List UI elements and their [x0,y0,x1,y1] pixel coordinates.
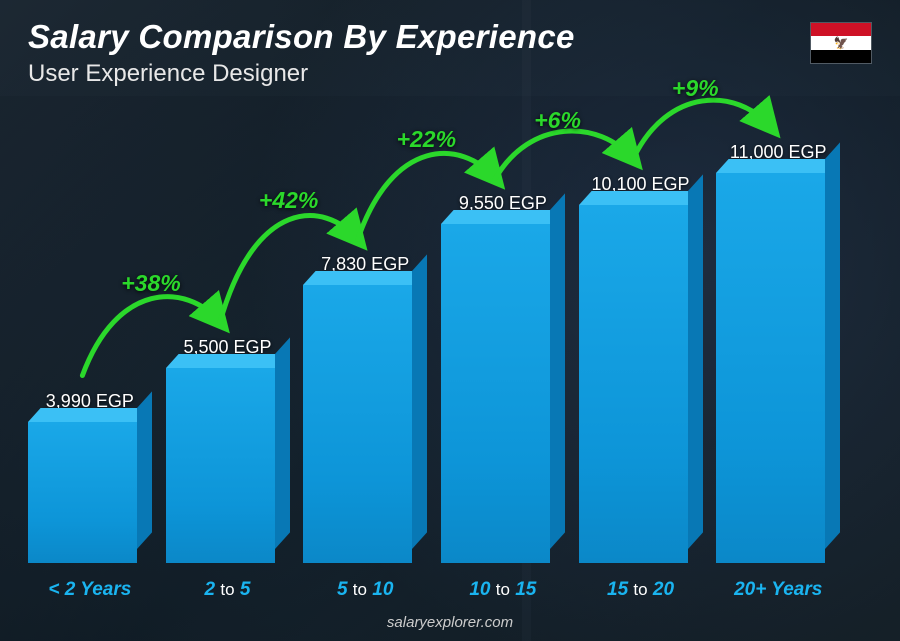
bar-top-face [166,354,287,368]
flag-stripe-top [811,23,871,36]
bar-front-face [28,422,137,563]
bar-column: 11,000 EGP [716,142,840,563]
bar-top-face [28,408,149,422]
bar-top-face [579,191,700,205]
bar-side-face [275,338,290,549]
bar-side-face [550,194,565,549]
bar-3d [579,205,703,563]
bar-side-face [137,392,152,549]
x-axis-label: 20+ Years [716,579,840,601]
bar-3d [441,224,565,563]
chart-header: Salary Comparison By Experience User Exp… [28,18,872,88]
bar-chart: 3,990 EGP5,500 EGP7,830 EGP9,550 EGP10,1… [28,123,840,563]
x-axis-label: 5 to 10 [303,579,427,601]
bar-front-face [303,285,412,563]
x-axis-labels: < 2 Years 2 to 5 5 to 10 10 to 15 15 to 20 20… [28,579,840,601]
bar-column: 7,830 EGP [303,254,427,563]
country-flag-egypt: 🦅 [810,22,872,64]
bar-front-face [579,205,688,563]
chart-title: Salary Comparison By Experience [28,18,872,56]
bar-3d [28,422,152,563]
x-axis-label: 2 to 5 [166,579,290,601]
bar-top-face [303,271,424,285]
bar-column: 3,990 EGP [28,391,152,563]
bar-top-face [716,159,837,173]
percent-increase-label: +42% [259,187,318,214]
bar-front-face [166,368,275,563]
footer-attribution: salaryexplorer.com [0,614,900,631]
percent-increase-label: +6% [534,107,581,134]
percent-increase-label: +9% [672,75,719,102]
x-axis-label: 10 to 15 [441,579,565,601]
bar-side-face [412,255,427,549]
flag-emblem-icon: 🦅 [834,36,849,50]
percent-increase-label: +38% [121,270,180,297]
bar-column: 9,550 EGP [441,193,565,563]
bar-front-face [441,224,550,563]
bar-front-face [716,173,825,563]
bar-side-face [825,143,840,549]
bar-column: 10,100 EGP [579,174,703,563]
flag-stripe-bot [811,50,871,63]
x-axis-label: 15 to 20 [579,579,703,601]
percent-increase-label: +22% [397,126,456,153]
bar-top-face [441,210,562,224]
bar-3d [716,173,840,563]
chart-subtitle: User Experience Designer [28,60,872,88]
bar-side-face [688,175,703,549]
x-axis-label: < 2 Years [28,579,152,601]
bar-3d [166,368,290,563]
bar-3d [303,285,427,563]
bar-column: 5,500 EGP [166,337,290,563]
